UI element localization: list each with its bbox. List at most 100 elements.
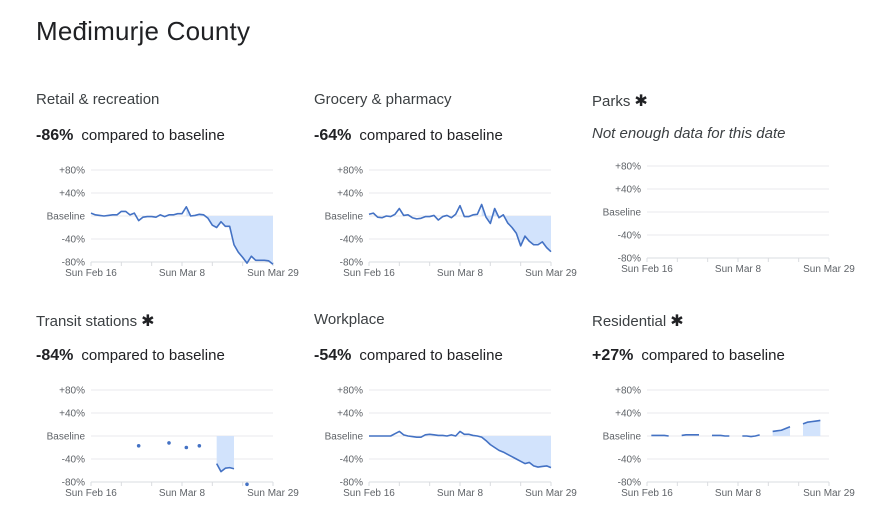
y-tick-label: Baseline <box>325 212 364 223</box>
y-tick-label: +80% <box>59 386 85 397</box>
chart-parks: +80% +40% Baseline -40% -80%Sun Feb 16 Sun Ma… <box>603 162 856 276</box>
series-line <box>802 419 821 425</box>
y-tick-label: -80% <box>618 254 641 265</box>
y-tick-label: -40% <box>62 455 85 466</box>
x-tick-label: Sun Mar 29 <box>247 268 299 279</box>
y-tick-label: -80% <box>340 258 363 269</box>
y-tick-label: +80% <box>615 386 641 397</box>
series-line <box>651 434 669 437</box>
y-tick-label: +80% <box>337 386 363 397</box>
chart-residential: +80% +40% Baseline -40% -80%Sun Feb 16 Sun Ma… <box>603 386 856 500</box>
panel-grocery-pharmacy: Grocery & pharmacy -64% compared to basel… <box>314 91 589 301</box>
y-tick-label: +40% <box>59 189 85 200</box>
x-tick-label: Sun Feb 16 <box>343 268 395 279</box>
x-tick-label: Sun Mar 8 <box>159 268 206 279</box>
chart-grocery-pharmacy: +80% +40% Baseline -40% -80%Sun Feb 16 Sun Ma… <box>325 166 578 280</box>
y-tick-label: +40% <box>615 185 641 196</box>
panel-residential: Residential ✱ +27% compared to baseline +8… <box>592 311 867 521</box>
series-line <box>369 430 552 469</box>
series-line <box>215 463 235 473</box>
x-tick-label: Sun Mar 29 <box>803 488 855 499</box>
x-tick-label: Sun Mar 8 <box>437 268 484 279</box>
y-tick-label: +80% <box>615 162 641 173</box>
panel-title: Grocery & pharmacy <box>314 91 452 108</box>
panel-workplace: Workplace -54% compared to baseline +80% +… <box>314 311 589 521</box>
y-tick-label: +40% <box>337 409 363 420</box>
x-tick-label: Sun Mar 29 <box>525 488 577 499</box>
panel-title: Workplace <box>314 311 385 328</box>
y-tick-label: Baseline <box>603 432 642 443</box>
x-tick-label: Sun Feb 16 <box>343 488 395 499</box>
percent-change: -64% <box>314 127 352 144</box>
panel-title: Parks ✱ <box>592 93 648 110</box>
asterisk-icon: ✱ <box>634 93 648 110</box>
x-tick-label: Sun Feb 16 <box>621 488 673 499</box>
series-point <box>167 441 171 445</box>
panel-stat: -84% compared to baseline <box>36 347 225 365</box>
panel-title: Retail & recreation <box>36 91 160 108</box>
panel-transit-stations: Transit stations ✱ -84% compared to baseli… <box>36 311 311 521</box>
compare-label: compared to baseline <box>641 347 785 364</box>
y-tick-label: +80% <box>337 166 363 177</box>
asterisk-icon: ✱ <box>670 313 684 330</box>
x-tick-label: Sun Mar 29 <box>525 268 577 279</box>
page-title: Međimurje County <box>36 16 251 46</box>
y-tick-label: -80% <box>62 258 85 269</box>
series-line <box>90 205 274 265</box>
panel-stat: +27% compared to baseline <box>592 347 785 365</box>
series-point <box>197 443 202 448</box>
x-tick-label: Sun Mar 8 <box>437 488 484 499</box>
compare-label: compared to baseline <box>359 347 503 364</box>
compare-label: compared to baseline <box>81 127 225 144</box>
no-data-label: Not enough data for this date <box>592 125 786 142</box>
series-line <box>681 434 699 437</box>
series-point <box>245 482 249 487</box>
percent-change: -84% <box>36 347 74 364</box>
x-tick-label: Sun Mar 29 <box>247 488 299 499</box>
x-tick-label: Sun Mar 8 <box>715 264 762 275</box>
x-tick-label: Sun Mar 29 <box>803 264 855 275</box>
y-tick-label: -40% <box>62 235 85 246</box>
chart-retail-recreation: +80% +40% Baseline -40% -80%Sun Feb 16 Sun Ma… <box>47 166 300 280</box>
panel-stat: -64% compared to baseline <box>314 127 503 145</box>
chart-transit-stations: +80% +40% Baseline -40% -80%Sun Feb 16 Sun Ma… <box>47 386 300 500</box>
y-tick-label: -80% <box>62 478 85 489</box>
x-tick-label: Sun Mar 8 <box>159 488 206 499</box>
chart-workplace: +80% +40% Baseline -40% -80%Sun Feb 16 Sun Ma… <box>325 386 578 500</box>
y-tick-label: Baseline <box>47 432 86 443</box>
x-tick-label: Sun Feb 16 <box>621 264 673 275</box>
y-tick-label: Baseline <box>47 212 86 223</box>
compare-label: compared to baseline <box>359 127 503 144</box>
y-tick-label: +80% <box>59 166 85 177</box>
y-tick-label: Baseline <box>603 208 642 219</box>
panel-title: Residential ✱ <box>592 313 684 330</box>
y-tick-label: +40% <box>59 409 85 420</box>
y-tick-label: -80% <box>618 478 641 489</box>
y-tick-label: -40% <box>618 231 641 242</box>
series-point <box>184 445 189 450</box>
percent-change: +27% <box>592 347 634 364</box>
x-tick-label: Sun Feb 16 <box>65 268 117 279</box>
asterisk-icon: ✱ <box>141 313 155 330</box>
x-tick-label: Sun Mar 8 <box>715 488 762 499</box>
series-line <box>712 434 730 437</box>
y-tick-label: +40% <box>615 409 641 420</box>
y-tick-label: -40% <box>618 455 641 466</box>
series-point <box>136 443 141 448</box>
y-tick-label: -40% <box>340 235 363 246</box>
y-tick-label: +40% <box>337 189 363 200</box>
panel-retail-recreation: Retail & recreation -86% compared to base… <box>36 91 311 301</box>
series-line <box>742 434 760 438</box>
panel-stat: -86% compared to baseline <box>36 127 225 145</box>
y-tick-label: Baseline <box>325 432 364 443</box>
y-tick-label: -40% <box>340 455 363 466</box>
percent-change: -54% <box>314 347 352 364</box>
percent-change: -86% <box>36 127 74 144</box>
compare-label: compared to baseline <box>81 347 225 364</box>
series-line <box>368 203 552 253</box>
series-line <box>772 426 791 433</box>
y-tick-label: -80% <box>340 478 363 489</box>
x-tick-label: Sun Feb 16 <box>65 488 117 499</box>
panel-stat: -54% compared to baseline <box>314 347 503 365</box>
panel-title: Transit stations ✱ <box>36 313 155 330</box>
